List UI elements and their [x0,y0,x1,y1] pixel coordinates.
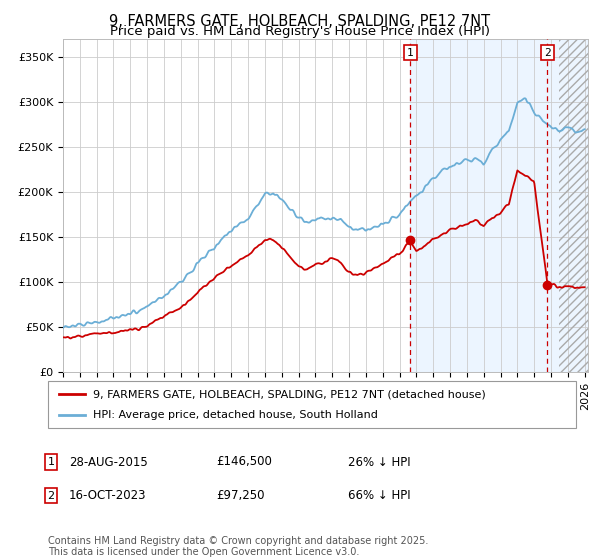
Text: 2: 2 [544,48,551,58]
Text: Contains HM Land Registry data © Crown copyright and database right 2025.
This d: Contains HM Land Registry data © Crown c… [48,535,428,557]
FancyBboxPatch shape [48,381,576,428]
Text: 9, FARMERS GATE, HOLBEACH, SPALDING, PE12 7NT (detached house): 9, FARMERS GATE, HOLBEACH, SPALDING, PE1… [93,389,485,399]
Text: 2: 2 [47,491,55,501]
Text: 16-OCT-2023: 16-OCT-2023 [69,489,146,502]
Text: 66% ↓ HPI: 66% ↓ HPI [348,489,410,502]
Bar [410,39,588,372]
Text: £146,500: £146,500 [216,455,272,469]
Text: 28-AUG-2015: 28-AUG-2015 [69,455,148,469]
Text: 26% ↓ HPI: 26% ↓ HPI [348,455,410,469]
Text: 1: 1 [47,457,55,467]
Text: £97,250: £97,250 [216,489,265,502]
Text: Price paid vs. HM Land Registry's House Price Index (HPI): Price paid vs. HM Land Registry's House … [110,25,490,38]
Bar [559,39,588,372]
Text: 1: 1 [407,48,414,58]
Text: HPI: Average price, detached house, South Holland: HPI: Average price, detached house, Sout… [93,410,378,420]
Text: 9, FARMERS GATE, HOLBEACH, SPALDING, PE12 7NT: 9, FARMERS GATE, HOLBEACH, SPALDING, PE1… [109,14,491,29]
